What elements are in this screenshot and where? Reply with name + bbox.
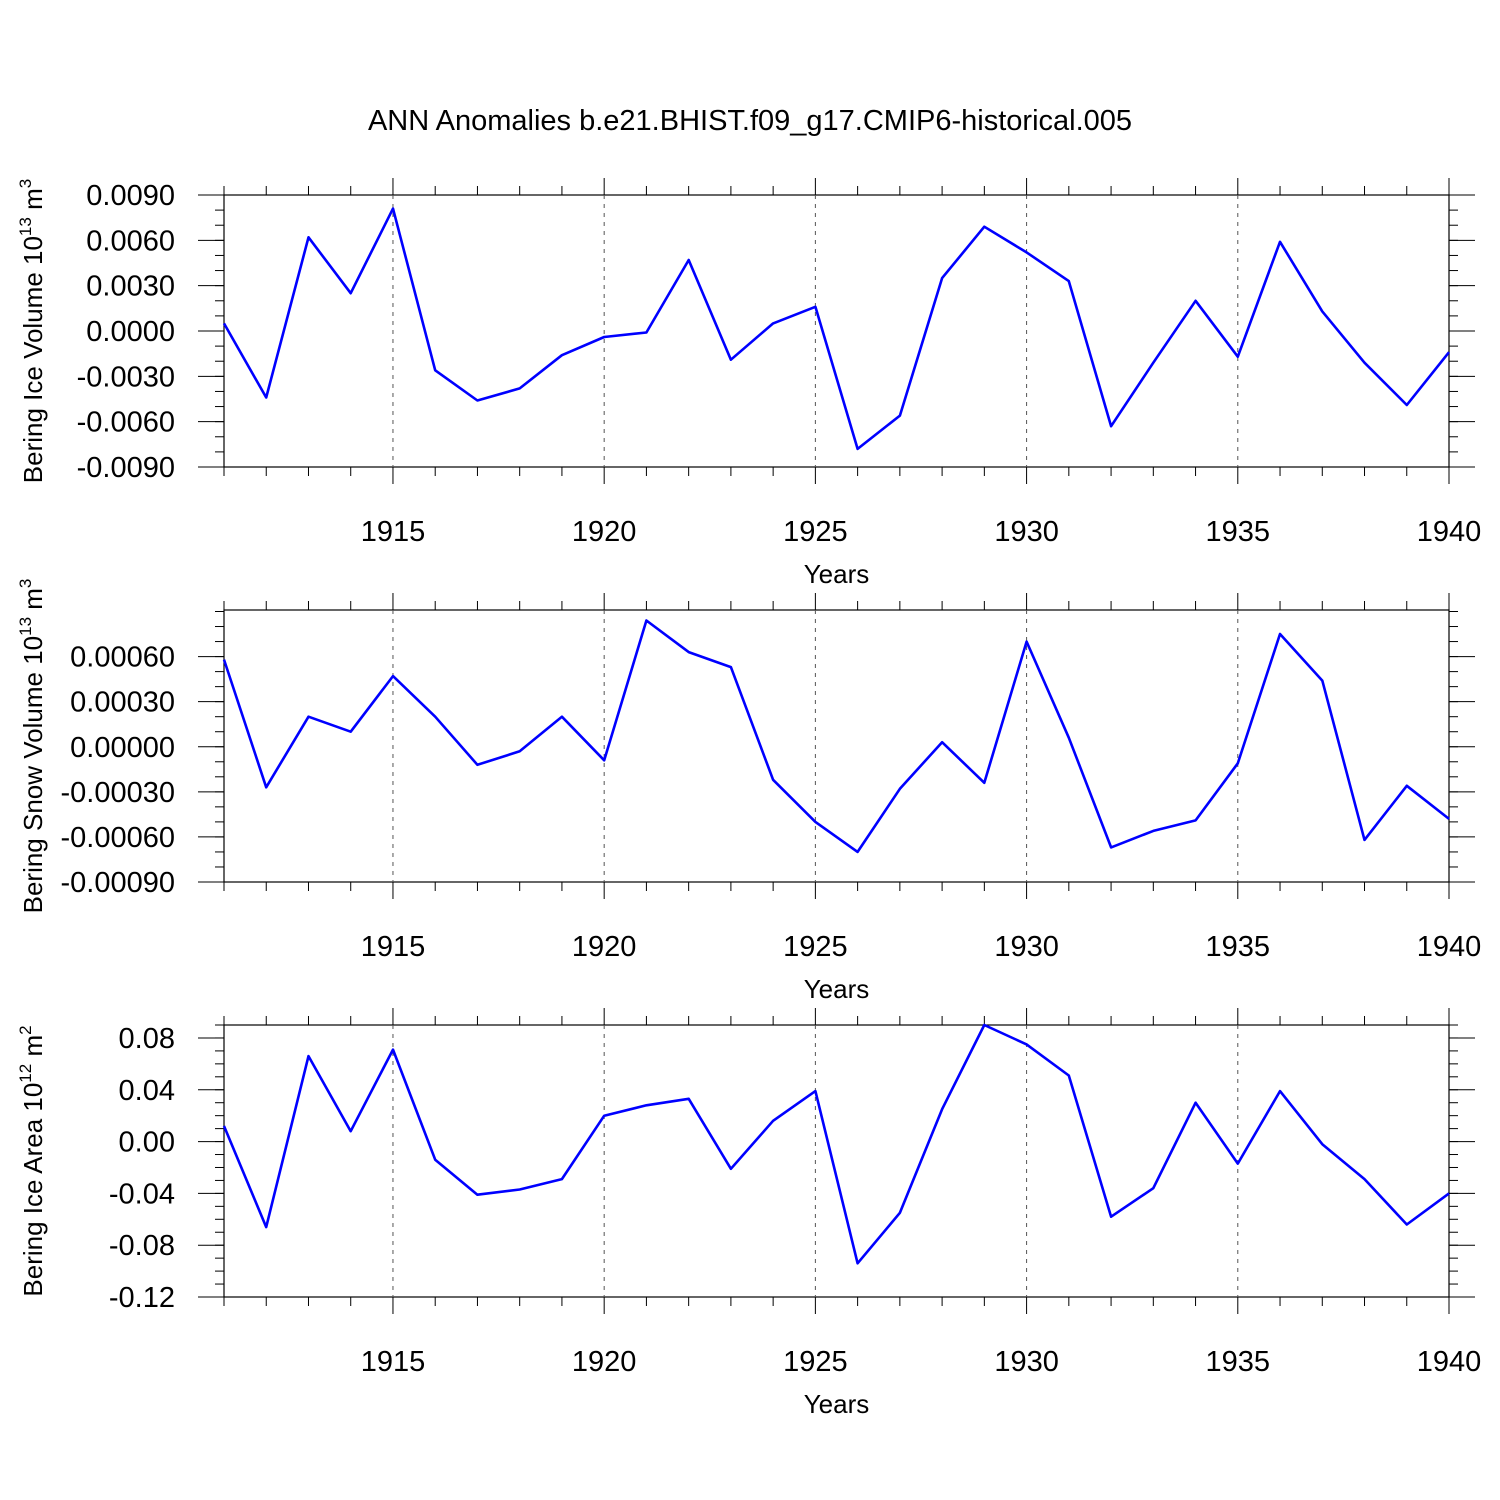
panel-2: -0.00090 -0.00060 -0.00030 0.00000 0.00030 0.… [16,579,1481,1004]
x-tick-label: 1920 [572,931,637,963]
x-tick-label: 1925 [783,1346,848,1378]
y-tick-label: 0.0090 [86,180,175,212]
x-tick-label: 1940 [1417,1346,1482,1378]
y-tick-label: -0.08 [109,1230,175,1262]
y-tick-label: -0.0060 [77,407,175,439]
y-axis-label: Bering Snow Volume 1013 m3 [16,579,48,914]
chart-panels: -0.0090 -0.0060 -0.0030 0.0000 0.0030 0.0060 0… [16,178,1481,1419]
x-axis-label: Years [804,559,870,589]
plot-frame [223,609,1450,883]
x-tick-label: 1915 [361,516,426,548]
y-tick-label: -0.00090 [61,867,176,899]
plot-frame [223,1024,1450,1298]
y-tick-label: 0.0030 [86,271,175,303]
x-tick-label: 1920 [572,1346,637,1378]
plot-frame [223,194,1450,468]
panel-1: -0.0090 -0.0060 -0.0030 0.0000 0.0030 0.0060 0… [16,178,1481,589]
x-tick-label: 1925 [783,931,848,963]
y-tick-label: -0.12 [109,1282,175,1314]
x-axis-label: Years [804,974,870,1004]
x-tick-label: 1930 [994,516,1059,548]
y-tick-label: 0.00 [119,1127,175,1159]
y-tick-label: 0.04 [119,1075,175,1107]
y-axis-label: Bering Ice Area 1012 m2 [16,1025,48,1296]
y-tick-label: -0.0030 [77,361,175,393]
y-tick-label: 0.00060 [70,642,175,674]
x-tick-label: 1935 [1206,1346,1271,1378]
x-tick-label: 1935 [1206,516,1271,548]
x-tick-label: 1925 [783,516,848,548]
y-tick-label: 0.00030 [70,687,175,719]
y-tick-label: 0.0060 [86,225,175,257]
chart-title: ANN Anomalies b.e21.BHIST.f09_g17.CMIP6-… [368,105,1132,137]
series-line [222,619,1450,854]
x-axis-label: Years [804,1389,870,1419]
panel-3: -0.12 -0.08 -0.04 0.00 0.04 0.08 1915 1920 1925 1… [16,1008,1481,1419]
y-axis-label: Bering Ice Volume 1013 m3 [16,179,48,483]
series-line [222,207,1451,451]
x-tick-label: 1940 [1417,931,1482,963]
x-tick-label: 1915 [361,1346,426,1378]
y-tick-label: 0.0000 [86,316,175,348]
y-tick-label: -0.0090 [77,452,175,484]
x-tick-label: 1930 [994,931,1059,963]
y-tick-label: -0.04 [109,1178,175,1210]
y-tick-label: 0.08 [119,1023,175,1055]
x-tick-label: 1920 [572,516,637,548]
series-line [222,1023,1450,1265]
x-tick-label: 1930 [994,1346,1059,1378]
y-tick-label: -0.00060 [61,822,176,854]
x-tick-label: 1915 [361,931,426,963]
x-tick-label: 1935 [1206,931,1271,963]
y-tick-label: -0.00030 [61,777,176,809]
x-tick-label: 1940 [1417,516,1482,548]
y-tick-label: 0.00000 [70,732,175,764]
